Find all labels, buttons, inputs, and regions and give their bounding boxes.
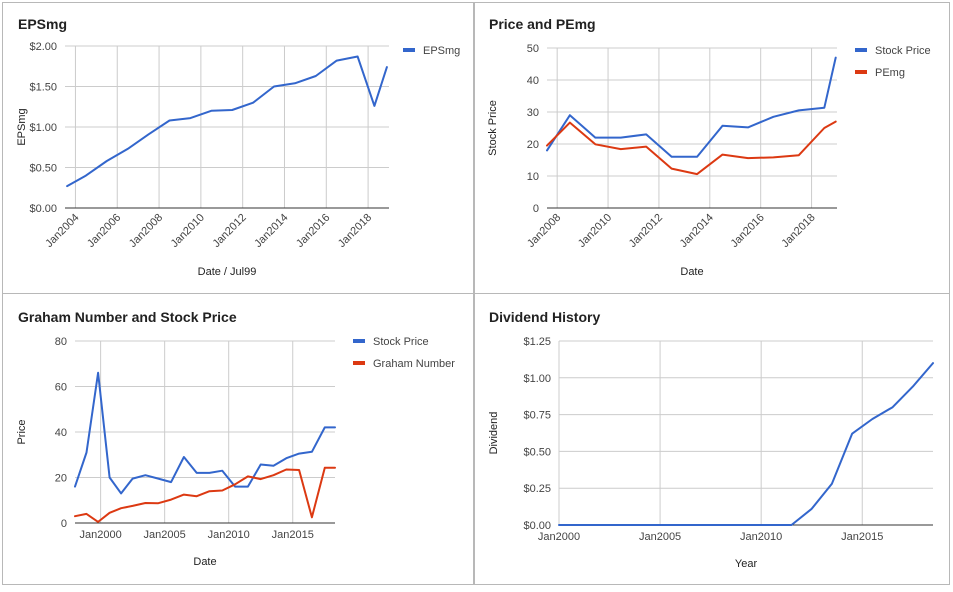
y-tick-label: $1.00 [29,122,57,134]
y-axis-label: Stock Price [487,100,499,156]
x-tick-label: Jan2016 [728,212,766,250]
x-tick-label: Jan2000 [80,529,122,541]
graham-chart-svg: Graham Number and Stock Price 0 20 40 60 80 Ja… [16,309,455,568]
x-tick-label: Jan2016 [294,212,332,250]
x-tick-label: Jan2006 [85,212,123,250]
legend-swatch [353,361,365,365]
x-tick-label: Jan2014 [252,212,290,250]
x-tick-label: Jan2004 [43,212,81,250]
y-tick-label: $0.00 [523,520,551,532]
y-tick-label: $2.00 [29,41,57,53]
x-tick-label: Jan2018 [779,212,817,250]
legend-swatch [855,70,867,74]
dividend-chart-svg: Dividend History $0.00 $0.25 $0.50 $0.75 $1.0… [488,309,934,570]
series-line [546,120,837,176]
chart-panel-epsmg: EPSmg $0.00 $0.50 $1.00 $1.50 $2.00 Jan2004 Jan… [2,2,474,294]
legend-label: Graham Number [373,358,455,370]
x-tick-label: Jan2008 [525,212,563,250]
y-tick-label: $0.50 [29,163,57,175]
legend-label: PEmg [875,67,905,79]
legend-label: Stock Price [875,45,931,57]
y-tick-label: $0.00 [29,203,57,215]
y-tick-label: 30 [527,107,539,119]
x-axis-label: Date [193,556,216,568]
series-line [558,362,934,526]
y-tick-label: $1.00 [523,373,551,385]
y-tick-label: $0.50 [523,446,551,458]
y-tick-label: 50 [527,43,539,55]
legend-label: EPSmg [423,45,460,57]
chart-panel-price-pemg: Price and PEmg 0 10 20 30 40 50 Jan2008 Jan2010 J… [474,2,950,294]
y-tick-label: $1.25 [523,336,551,348]
x-tick-label: Jan2005 [144,529,186,541]
x-tick-label: Jan2015 [272,529,314,541]
x-axis-label: Date [680,266,703,278]
y-tick-label: $0.25 [523,483,551,495]
y-tick-label: 40 [55,427,67,439]
y-tick-label: 40 [527,75,539,87]
y-tick-label: $1.50 [29,82,57,94]
legend-swatch [855,48,867,52]
y-tick-label: 0 [533,203,539,215]
y-tick-label: 80 [55,336,67,348]
y-tick-label: 20 [527,139,539,151]
x-tick-label: Jan2014 [678,212,716,250]
x-tick-label: Jan2005 [639,531,681,543]
legend-swatch [403,48,415,52]
x-axis-label: Year [735,558,758,570]
x-tick-label: Jan2010 [208,529,250,541]
series-line [74,371,336,495]
series-line [74,466,336,523]
legend-label: Stock Price [373,336,429,348]
chart-title: Dividend History [489,309,600,325]
y-axis-label: Dividend [488,412,500,455]
x-tick-label: Jan2018 [336,212,374,250]
y-axis-label: Price [16,419,28,444]
chart-title: Price and PEmg [489,16,596,32]
x-tick-label: Jan2000 [538,531,580,543]
series-line [66,55,388,188]
y-tick-label: 10 [527,171,539,183]
x-tick-label: Jan2010 [740,531,782,543]
y-axis-label: EPSmg [16,108,28,145]
chart-panel-graham: Graham Number and Stock Price 0 20 40 60 80 Ja… [2,293,474,585]
x-axis-label: Date / Jul99 [198,266,257,278]
x-tick-label: Jan2015 [841,531,883,543]
x-tick-label: Jan2008 [127,212,165,250]
x-tick-label: Jan2012 [627,212,665,250]
chart-panel-dividend: Dividend History $0.00 $0.25 $0.50 $0.75 $1.0… [474,293,950,585]
y-tick-label: 20 [55,473,67,485]
x-tick-label: Jan2012 [210,212,248,250]
x-tick-label: Jan2010 [576,212,614,250]
price-pemg-chart-svg: Price and PEmg 0 10 20 30 40 50 Jan2008 Jan2010 J… [487,16,931,278]
y-tick-label: 0 [61,518,67,530]
series-line [546,56,837,158]
y-tick-label: 60 [55,382,67,394]
x-tick-label: Jan2010 [169,212,207,250]
y-tick-label: $0.75 [523,410,551,422]
chart-title: Graham Number and Stock Price [18,309,237,325]
legend-swatch [353,339,365,343]
chart-title: EPSmg [18,16,67,32]
